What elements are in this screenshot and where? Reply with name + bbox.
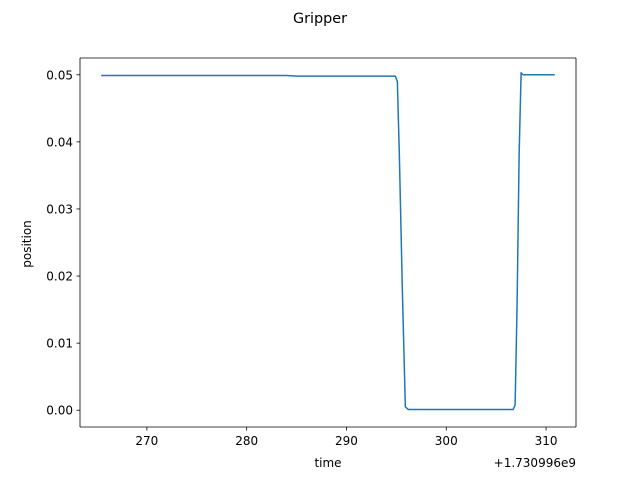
y-tick-label-4: 0.04 [46, 135, 73, 149]
x-tick-label-3: 300 [435, 434, 458, 448]
y-axis-label: position [20, 220, 34, 268]
y-tick-label-2: 0.02 [46, 270, 73, 284]
x-tick-label-0: 270 [135, 434, 158, 448]
x-tick-label-4: 310 [535, 434, 558, 448]
chart-title: Gripper [293, 11, 347, 27]
series-line-0 [101, 72, 555, 411]
x-axis-label: time [314, 456, 341, 470]
x-tick-label-1: 280 [235, 434, 258, 448]
plot-area: 270 280 290 300 310 0.00 0.01 0.02 0.03 0.04 0.05 [46, 57, 577, 448]
x-tick-label-2: 290 [335, 434, 358, 448]
y-tick-label-5: 0.05 [46, 68, 73, 82]
y-tick-label-0: 0.00 [46, 404, 73, 418]
y-tick-label-1: 0.01 [46, 337, 73, 351]
y-tick-label-3: 0.03 [46, 202, 73, 216]
x-axis-offset-label: +1.730996e9 [494, 456, 576, 470]
